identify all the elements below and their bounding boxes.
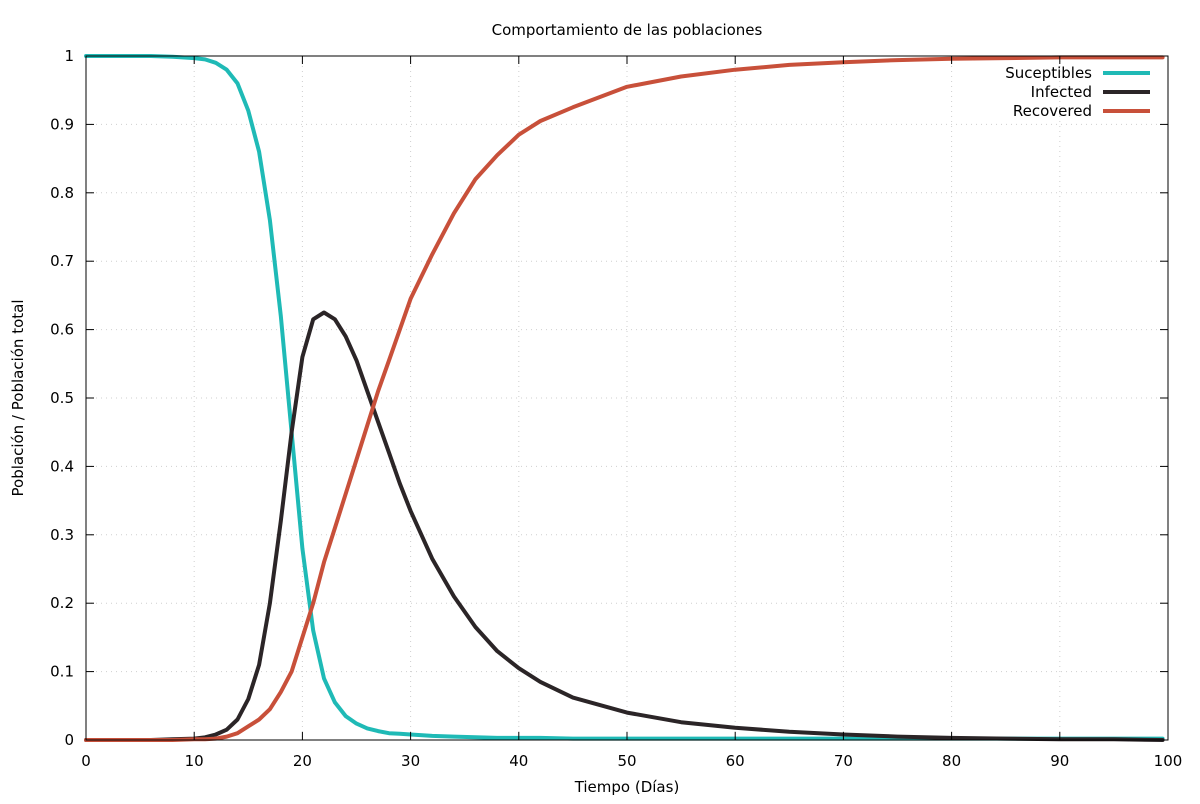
x-tick-label: 30 [401, 752, 420, 770]
x-tick-label: 0 [81, 752, 91, 770]
x-tick-label: 90 [1050, 752, 1069, 770]
legend-label: Infected [1031, 83, 1092, 101]
x-tick-label: 70 [834, 752, 853, 770]
series-line-suceptibles [84, 54, 1165, 741]
y-tick-label: 0.8 [50, 184, 74, 202]
series-line-recovered [84, 55, 1165, 742]
x-tick-label: 80 [942, 752, 961, 770]
series-layer [84, 54, 1165, 742]
y-tick-label: 0.3 [50, 526, 74, 544]
x-tick-label: 20 [293, 752, 312, 770]
x-tick-label: 10 [185, 752, 204, 770]
x-tick-label: 60 [726, 752, 745, 770]
y-tick-label: 1 [64, 47, 74, 65]
grid-layer [86, 56, 1168, 740]
legend-label: Recovered [1013, 102, 1092, 120]
x-tick-label: 100 [1154, 752, 1183, 770]
y-tick-label: 0.1 [50, 663, 74, 681]
y-tick-label: 0.5 [50, 389, 74, 407]
y-tick-label: 0 [64, 731, 74, 749]
x-tick-label: 40 [509, 752, 528, 770]
chart-title: Comportamiento de las poblaciones [492, 21, 763, 39]
x-tick-label: 50 [617, 752, 636, 770]
y-tick-label: 0.9 [50, 115, 74, 133]
legend-label: Suceptibles [1005, 64, 1092, 82]
tick-layer: 0 10 20 30 40 50 60 70 80 90 100 0 0.1 0.2 0.3 0.4 0.5 0.… [50, 47, 1182, 770]
x-axis-title: Tiempo (Días) [574, 778, 680, 796]
y-tick-label: 0.7 [50, 252, 74, 270]
series-line-infected [84, 310, 1165, 742]
y-tick-label: 0.2 [50, 594, 74, 612]
y-tick-label: 0.4 [50, 457, 74, 475]
y-axis-title: Población / Población total [9, 300, 27, 497]
y-tick-label: 0.6 [50, 321, 74, 339]
